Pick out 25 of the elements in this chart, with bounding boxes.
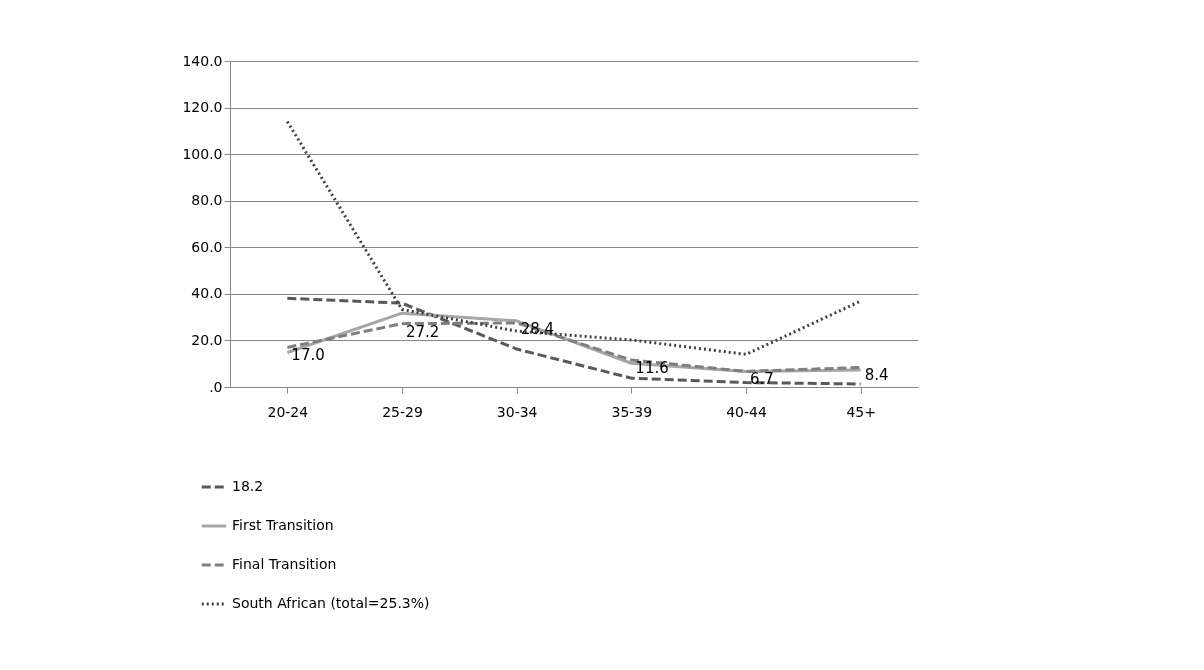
y-tick-label: 140.0 <box>182 52 223 69</box>
y-tick-label: 60.0 <box>191 238 223 255</box>
x-tick-label: 45+ <box>846 403 876 420</box>
data-label: 8.4 <box>864 366 889 385</box>
legend-label: First Transition <box>232 517 334 533</box>
x-tick-label: 35-39 <box>611 403 653 420</box>
data-label: 6.7 <box>750 370 774 389</box>
legend-label: 18.2 <box>232 478 264 494</box>
y-tick-label: 100.0 <box>182 145 223 162</box>
y-tick-label: .0 <box>209 378 223 395</box>
data-label: 28.4 <box>520 319 555 338</box>
y-tick-label: 120.0 <box>182 99 223 116</box>
data-label: 11.6 <box>635 358 669 377</box>
data-label: 27.2 <box>406 322 440 341</box>
y-tick-label: 80.0 <box>191 192 223 209</box>
data-label: 17.0 <box>291 346 325 365</box>
x-tick-label: 20-24 <box>267 403 309 420</box>
legend-label: Final Transition <box>232 556 337 572</box>
x-tick-label: 25-29 <box>382 403 423 420</box>
line-series <box>285 296 863 386</box>
y-tick-label: 20.0 <box>191 331 223 348</box>
y-tick-label: 40.0 <box>191 285 223 302</box>
x-tick-label: 30-34 <box>496 403 538 420</box>
x-tick-label: 40-44 <box>726 403 767 420</box>
legend-label: South African (total=25.3%) <box>232 595 430 611</box>
